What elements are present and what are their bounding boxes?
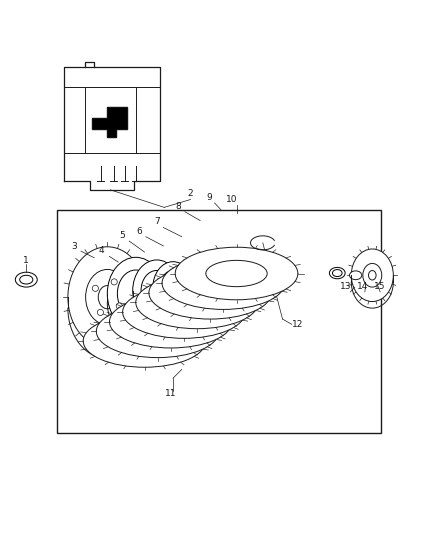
Ellipse shape bbox=[175, 247, 298, 300]
Text: 2: 2 bbox=[188, 189, 193, 198]
Ellipse shape bbox=[351, 249, 393, 302]
Ellipse shape bbox=[114, 328, 175, 354]
Ellipse shape bbox=[180, 280, 241, 306]
Ellipse shape bbox=[192, 262, 225, 304]
Ellipse shape bbox=[368, 271, 376, 280]
Ellipse shape bbox=[20, 275, 33, 284]
Ellipse shape bbox=[332, 270, 342, 277]
Circle shape bbox=[97, 309, 103, 316]
Circle shape bbox=[116, 303, 122, 309]
Text: 3: 3 bbox=[71, 242, 78, 251]
Ellipse shape bbox=[123, 286, 245, 338]
Ellipse shape bbox=[133, 260, 181, 321]
Ellipse shape bbox=[15, 272, 37, 287]
Ellipse shape bbox=[197, 268, 220, 298]
Circle shape bbox=[184, 267, 187, 271]
Circle shape bbox=[111, 279, 117, 285]
Ellipse shape bbox=[160, 270, 186, 304]
Ellipse shape bbox=[140, 309, 201, 335]
Circle shape bbox=[202, 295, 205, 298]
Circle shape bbox=[184, 299, 187, 303]
Text: 13: 13 bbox=[340, 282, 352, 291]
Ellipse shape bbox=[166, 289, 228, 316]
Ellipse shape bbox=[107, 257, 164, 330]
Ellipse shape bbox=[117, 270, 154, 317]
Text: 14: 14 bbox=[357, 282, 369, 291]
Text: 4: 4 bbox=[99, 246, 104, 255]
Text: 12: 12 bbox=[292, 320, 304, 329]
Ellipse shape bbox=[83, 314, 206, 367]
Ellipse shape bbox=[86, 270, 129, 325]
Ellipse shape bbox=[182, 271, 203, 299]
Text: 7: 7 bbox=[154, 217, 160, 227]
Text: 8: 8 bbox=[176, 201, 182, 211]
Text: 1: 1 bbox=[23, 256, 29, 265]
Ellipse shape bbox=[153, 262, 193, 313]
Ellipse shape bbox=[329, 268, 345, 279]
Ellipse shape bbox=[68, 247, 147, 348]
Text: 9: 9 bbox=[206, 193, 212, 202]
Circle shape bbox=[92, 285, 99, 292]
Circle shape bbox=[202, 271, 205, 275]
Ellipse shape bbox=[175, 262, 210, 308]
Ellipse shape bbox=[363, 263, 382, 287]
Circle shape bbox=[205, 283, 208, 287]
Ellipse shape bbox=[149, 266, 272, 319]
Ellipse shape bbox=[153, 299, 215, 325]
Text: 6: 6 bbox=[136, 227, 142, 236]
Circle shape bbox=[178, 289, 181, 293]
Text: 5: 5 bbox=[120, 231, 126, 240]
Ellipse shape bbox=[98, 286, 117, 309]
Circle shape bbox=[194, 265, 197, 269]
Polygon shape bbox=[92, 107, 127, 138]
Text: 15: 15 bbox=[374, 282, 386, 291]
Ellipse shape bbox=[206, 260, 267, 287]
Ellipse shape bbox=[193, 270, 254, 296]
Circle shape bbox=[178, 277, 181, 280]
Text: 10: 10 bbox=[226, 195, 238, 204]
Ellipse shape bbox=[141, 270, 173, 311]
Ellipse shape bbox=[96, 305, 219, 358]
Ellipse shape bbox=[162, 257, 285, 310]
Text: 11: 11 bbox=[165, 389, 177, 398]
Circle shape bbox=[194, 301, 197, 305]
Ellipse shape bbox=[110, 295, 232, 348]
Ellipse shape bbox=[350, 271, 362, 280]
Bar bbox=[57, 209, 381, 433]
Ellipse shape bbox=[136, 276, 258, 329]
Ellipse shape bbox=[127, 318, 188, 344]
